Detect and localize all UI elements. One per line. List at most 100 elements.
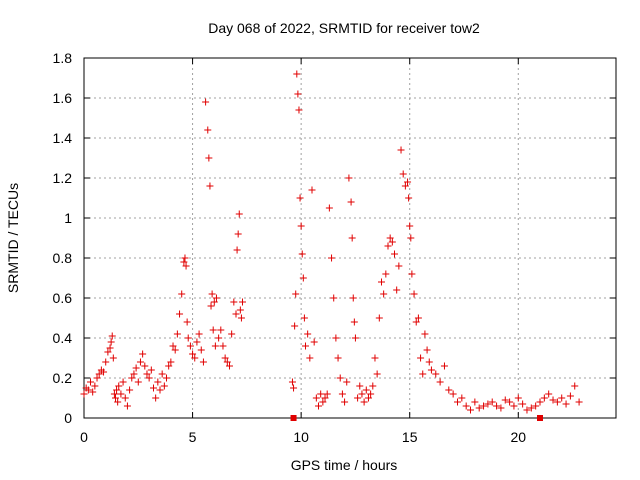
- outlier-point: [537, 415, 543, 421]
- data-point: [310, 338, 318, 346]
- data-point: [401, 182, 409, 190]
- data-point: [199, 358, 207, 366]
- data-point: [308, 186, 316, 194]
- data-point: [471, 398, 479, 406]
- data-point: [325, 204, 333, 212]
- data-point: [108, 332, 116, 340]
- data-point: [545, 390, 553, 398]
- data-point: [484, 400, 492, 408]
- data-point: [412, 318, 420, 326]
- data-point: [519, 400, 527, 408]
- data-point: [575, 398, 583, 406]
- data-point: [84, 386, 92, 394]
- data-point: [223, 358, 231, 366]
- data-point: [523, 406, 531, 414]
- data-point: [211, 342, 219, 350]
- data-point: [323, 390, 331, 398]
- data-point: [152, 394, 160, 402]
- y-tick-label: 1: [64, 210, 72, 226]
- data-point: [123, 402, 131, 410]
- data-point: [306, 354, 314, 362]
- data-point: [350, 318, 358, 326]
- data-point: [237, 314, 245, 322]
- chart-title: Day 068 of 2022, SRMTID for receiver tow…: [208, 20, 480, 36]
- data-point: [210, 298, 218, 306]
- data-point: [117, 390, 125, 398]
- data-point: [356, 382, 364, 390]
- data-point: [304, 330, 312, 338]
- data-point: [432, 370, 440, 378]
- data-point: [380, 290, 388, 298]
- data-point: [334, 354, 342, 362]
- data-point: [134, 378, 142, 386]
- data-point: [186, 342, 194, 350]
- data-point: [388, 238, 396, 246]
- data-point: [549, 396, 557, 404]
- data-point: [110, 390, 118, 398]
- data-point: [111, 394, 119, 402]
- data-point: [95, 370, 103, 378]
- data-point: [423, 346, 431, 354]
- y-tick-label: 1.2: [53, 170, 73, 186]
- data-point: [501, 396, 509, 404]
- data-point: [292, 290, 300, 298]
- data-point: [421, 330, 429, 338]
- data-point: [488, 398, 496, 406]
- data-point: [553, 398, 561, 406]
- x-tick-label: 5: [189, 429, 197, 445]
- data-point: [143, 370, 151, 378]
- data-point: [207, 302, 215, 310]
- data-point: [527, 404, 535, 412]
- data-point: [467, 406, 475, 414]
- data-point: [225, 362, 233, 370]
- data-point: [321, 394, 329, 402]
- data-point: [410, 290, 418, 298]
- data-point: [130, 370, 138, 378]
- data-point: [417, 354, 425, 362]
- data-point: [347, 198, 355, 206]
- data-point: [369, 382, 377, 390]
- y-tick-label: 0.8: [53, 250, 73, 266]
- data-point: [566, 392, 574, 400]
- data-point: [408, 270, 416, 278]
- data-point: [206, 182, 214, 190]
- data-point: [449, 390, 457, 398]
- data-point: [371, 354, 379, 362]
- data-point: [497, 404, 505, 412]
- data-point: [332, 334, 340, 342]
- data-point: [114, 398, 122, 406]
- data-point: [351, 334, 359, 342]
- data-point: [173, 330, 181, 338]
- data-point: [204, 126, 212, 134]
- data-point: [562, 400, 570, 408]
- data-point: [338, 390, 346, 398]
- data-point: [102, 358, 110, 366]
- data-point: [312, 394, 320, 402]
- data-point: [453, 398, 461, 406]
- y-tick-label: 1.4: [53, 130, 73, 146]
- data-point: [176, 310, 184, 318]
- data-point: [493, 402, 501, 410]
- x-tick-label: 0: [80, 429, 88, 445]
- data-point: [239, 298, 247, 306]
- data-point: [106, 344, 114, 352]
- data-point: [232, 310, 240, 318]
- data-point: [406, 222, 414, 230]
- y-tick-label: 1.6: [53, 90, 73, 106]
- data-point: [169, 342, 177, 350]
- data-point: [217, 326, 225, 334]
- data-point: [193, 338, 201, 346]
- data-point: [317, 390, 325, 398]
- data-point: [139, 350, 147, 358]
- y-tick-label: 0: [64, 410, 72, 426]
- y-tick-label: 0.4: [53, 330, 73, 346]
- x-axis-label: GPS time / hours: [291, 457, 398, 473]
- data-point: [298, 250, 306, 258]
- data-point: [343, 378, 351, 386]
- data-point: [293, 70, 301, 78]
- data-point: [136, 358, 144, 366]
- data-point: [475, 404, 483, 412]
- data-point: [126, 386, 134, 394]
- data-point: [219, 342, 227, 350]
